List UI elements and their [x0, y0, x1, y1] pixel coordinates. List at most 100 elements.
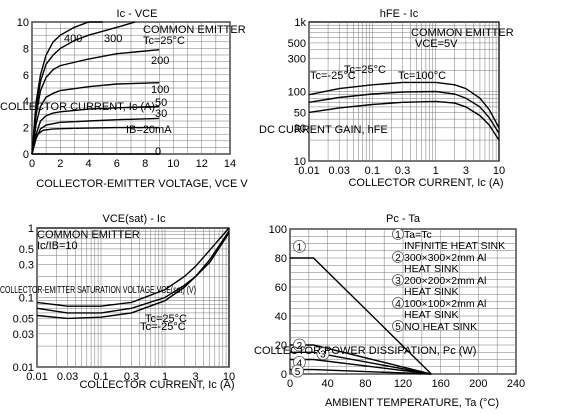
x-tick-label: 0.01 [26, 371, 47, 383]
y-axis-label: COLLECTOR-EMITTER SATURATION VOLTAGE VCE… [0, 284, 196, 296]
x-tick-label: 80 [359, 378, 371, 390]
y-tick-label: 1k [294, 17, 306, 29]
series-label-50: 50 [155, 97, 167, 109]
legend-item: 2 300×300×2mm Al HEAT SINK [392, 251, 486, 275]
y-tick-label: 0.05 [13, 313, 34, 325]
x-tick-label: 6 [114, 158, 120, 170]
series-label-tcm25: Tc=-25°C [310, 70, 356, 82]
series-line-300 [31, 21, 136, 155]
legend-number-circle [392, 228, 404, 240]
series-marker-2: 2 [293, 338, 306, 352]
series-marker-1: 1 [293, 239, 306, 253]
y-tick-label: 10 [17, 17, 29, 29]
x-tick-label: 12 [196, 158, 208, 170]
legend-number-circle [392, 297, 404, 309]
x-tick-label: 4 [86, 158, 92, 170]
marker-number: 2 [297, 341, 303, 352]
x-tick-label: 2 [57, 158, 63, 170]
series-number-markers: 1 2 3 45 [291, 239, 330, 378]
x-tick-label: 0.3 [124, 371, 139, 383]
series-line-50 [31, 105, 160, 155]
legend-item: 1 Ta=Tc INFINITE HEAT SINK [392, 228, 505, 252]
y-axis-label: DC CURRENT GAIN, hFE [259, 124, 388, 136]
series-line-400 [31, 21, 103, 155]
series-lines [308, 81, 500, 141]
marker-number: 4 [297, 358, 303, 369]
legend-text: 300×300×2mm Al HEAT SINK [404, 252, 486, 275]
x-axis-label: COLLECTOR-EMITTER VOLTAGE, VCE V [36, 178, 248, 190]
x-tick-label: 14 [224, 158, 236, 170]
y-tick-label: 0 [281, 369, 287, 381]
x-tick-label: 3 [192, 371, 198, 383]
series-label-tc25: Tc=25°C [145, 313, 187, 325]
chart-condition: VCE=5V [415, 38, 458, 50]
series-line-ib-20ma [31, 126, 160, 155]
legend-item: 3 200×200×2mm Al HEAT SINK [392, 274, 486, 298]
x-tick-labels: 0.01 0.03 0.1 0.3 1 3 10 [26, 371, 235, 383]
y-tick-label: 10 [294, 156, 306, 168]
x-tick-label: 0 [29, 158, 35, 170]
chart-condition: Ic/IB=10 [37, 240, 78, 252]
y-tick-label: 100 [269, 224, 287, 236]
x-axis-label: COLLECTOR CURRENT, Ic (A) [348, 177, 503, 189]
series-line-200 [31, 49, 160, 155]
legend-text: NO HEAT SINK [404, 321, 477, 333]
legend-number: 3 [395, 276, 401, 287]
legend-number: 1 [395, 230, 401, 241]
legend-number: 4 [395, 299, 401, 310]
marker-number: 3 [320, 350, 326, 361]
x-tick-labels: 0 2 4 6 8 10 12 14 [29, 158, 236, 170]
y-tick-label: 100 [288, 87, 306, 99]
y-tick-label: 50 [294, 107, 306, 119]
y-tick-label: 40 [275, 311, 287, 323]
series-label-30: 30 [155, 108, 167, 120]
chart-title: Ic - VCE [117, 8, 158, 20]
y-tick-label: 500 [288, 38, 306, 50]
x-tick-label: 3 [463, 165, 469, 177]
marker-circle [293, 338, 306, 352]
series-label-tcm25: Tc=-25°C [140, 321, 186, 333]
y-axis-label: COLLECTOR CURRENT, Ic (A) [0, 101, 155, 113]
legend-item: 5 NO HEAT SINK [392, 320, 477, 333]
marker-circle [316, 347, 330, 361]
legend-text: 200×200×2mm Al HEAT SINK [404, 275, 486, 298]
x-tick-label: 8 [142, 158, 148, 170]
y-tick-labels: 10 30 50 100 300 500 1k [288, 17, 307, 168]
y-tick-label: 20 [275, 340, 287, 352]
x-tick-label: 10 [223, 371, 235, 383]
series-line-100 [31, 82, 160, 155]
chart-hfe-ic: hFE - Ic 0.01 0.03 0.1 0.3 1 3 10 10 30 50 100 300… [259, 8, 514, 189]
y-tick-label: 0.3 [19, 259, 34, 271]
marker-circle [293, 239, 306, 253]
series-line-tc-100-c [308, 81, 500, 129]
x-tick-label: 10 [493, 165, 505, 177]
legend-number: 2 [395, 253, 401, 264]
x-tick-label: 120 [394, 378, 412, 390]
y-tick-labels: 0.01 0.03 0.05 0.1 0.3 0.5 1 [13, 223, 34, 374]
x-tick-labels: 0.01 0.03 0.1 0.3 1 3 10 [298, 165, 505, 177]
x-tick-label: 1 [433, 165, 439, 177]
x-tick-label: 0.1 [365, 165, 380, 177]
series-label-tc25: Tc=25°C [344, 64, 386, 76]
series-lines [36, 227, 230, 320]
series-label-ib: IB=20mA [126, 124, 172, 136]
x-tick-label: 0 [287, 378, 293, 390]
marker-circle [291, 364, 304, 378]
x-tick-label: 0.01 [298, 165, 319, 177]
grid [308, 22, 499, 162]
marker-number: 1 [297, 242, 303, 253]
x-tick-label: 10 [167, 158, 179, 170]
y-tick-label: 0.1 [19, 293, 34, 305]
y-tick-label: 0.03 [13, 329, 34, 341]
x-tick-label: 0.03 [329, 165, 350, 177]
x-tick-label: 1 [162, 371, 168, 383]
chart-pc-ta: Pc - Ta 0 40 80 120 160 200 240 0 20 40 60 80 100 1… [254, 213, 525, 409]
series-line-upper [36, 227, 230, 307]
series-marker-5: 5 [291, 364, 304, 378]
legend-number: 5 [395, 322, 401, 333]
x-tick-label: 0.03 [57, 371, 78, 383]
chart-title: hFE - Ic [380, 8, 419, 20]
y-tick-label: 0.01 [13, 362, 34, 374]
